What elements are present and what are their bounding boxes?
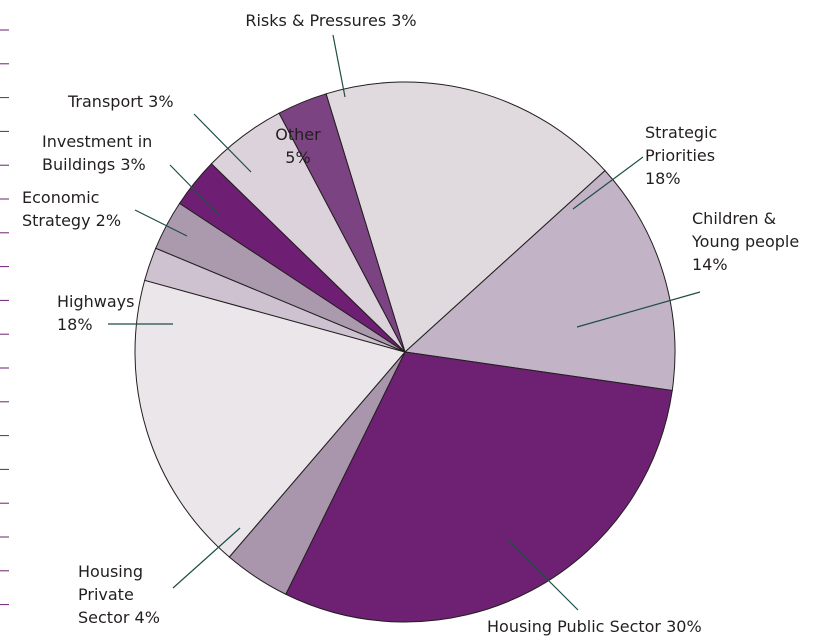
pie-slice-2: [285, 351, 673, 623]
slice-label-4: Highways 18%: [57, 292, 134, 334]
slice-label-9: Risks & Pressures 3%: [245, 11, 416, 30]
slice-labels: Strategic Priorities 18% Children & Young pe…: [22, 11, 799, 636]
slice-label-2: Housing Public Sector 30%: [487, 617, 702, 636]
pie-slices: [134, 81, 676, 623]
slice-label-8: Other 5%: [275, 125, 321, 167]
leader-line-3: [172, 527, 241, 589]
slice-label-6: Investment in Buildings 3%: [42, 132, 152, 174]
leader-line-5: [134, 209, 188, 237]
leader-line-9: [332, 34, 346, 98]
pie-slice-9: [278, 93, 406, 353]
pie-slice-0: [325, 81, 606, 353]
leader-line-0: [572, 156, 644, 210]
left-edge-dashes: [0, 29, 9, 606]
leader-line-6: [169, 164, 220, 216]
leader-line-2: [507, 539, 579, 611]
slice-label-7: Transport 3%: [67, 92, 174, 111]
slice-label-5: Economic Strategy 2%: [22, 188, 121, 230]
pie-slice-4: [134, 279, 406, 558]
pie-slice-1: [403, 169, 676, 392]
slice-label-3: Housing Private Sector 4%: [78, 562, 160, 627]
leader-lines: [108, 34, 701, 611]
slice-label-0: Strategic Priorities 18%: [645, 123, 717, 188]
leader-line-7: [193, 113, 252, 173]
leader-line-1: [576, 291, 701, 328]
slice-label-1: Children & Young people 14%: [691, 209, 799, 274]
